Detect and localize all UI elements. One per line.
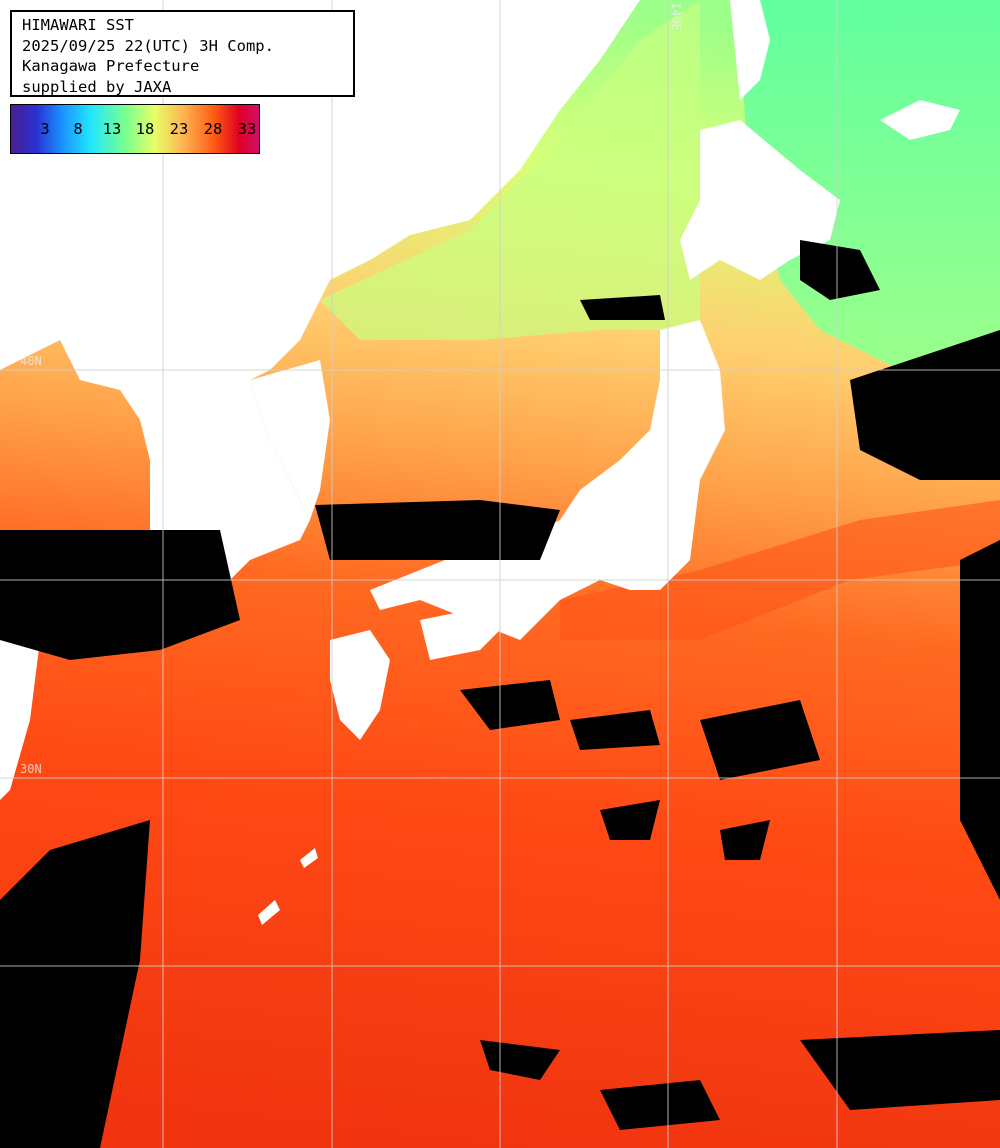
cloud-patch-south-6 bbox=[600, 1080, 720, 1130]
cloud-east-china-sea-south bbox=[0, 820, 150, 1148]
scale-label: 28 bbox=[203, 120, 223, 138]
grid-label-30n: 30N bbox=[20, 762, 42, 776]
observation-time: 2025/09/25 22(UTC) 3H Comp. bbox=[22, 36, 274, 55]
temperature-color-scale: 3 8 13 18 23 28 33 bbox=[10, 104, 260, 154]
sea-of-japan-mild bbox=[320, 0, 700, 340]
cloud-patch-south-7 bbox=[800, 1030, 1000, 1110]
kyushu bbox=[330, 630, 390, 740]
cloud-patch-south-1 bbox=[460, 680, 560, 730]
korea-peninsula bbox=[250, 360, 330, 520]
cloud-patch-south-2 bbox=[570, 710, 660, 750]
data-source: supplied by JAXA bbox=[22, 77, 172, 96]
scale-label: 18 bbox=[135, 120, 155, 138]
product-title: HIMAWARI SST bbox=[22, 16, 134, 34]
cloud-sea-of-japan-band bbox=[580, 295, 665, 320]
cloud-east-china bbox=[0, 530, 240, 660]
scale-labels: 3 8 13 18 23 28 33 bbox=[11, 105, 259, 153]
title-box: HIMAWARI SST 2025/09/25 22(UTC) 3H Comp.… bbox=[10, 10, 355, 97]
kuril-islands bbox=[880, 100, 960, 140]
scale-label: 8 bbox=[73, 120, 83, 138]
shikoku bbox=[420, 610, 500, 660]
grid-label-40n: 40N bbox=[20, 354, 42, 368]
ryukyu-island-1 bbox=[258, 900, 280, 925]
grid-label-140e: 140E bbox=[669, 2, 683, 31]
cloud-okhotsk bbox=[800, 240, 880, 300]
scale-label: 13 bbox=[102, 120, 122, 138]
cloud-patch-south-8 bbox=[700, 700, 820, 780]
scale-label: 23 bbox=[169, 120, 189, 138]
provider-organization: Kanagawa Prefecture bbox=[22, 57, 200, 75]
scale-label: 3 bbox=[40, 120, 50, 138]
china-coast bbox=[0, 600, 40, 800]
sakhalin bbox=[730, 0, 770, 100]
ryukyu-island-2 bbox=[300, 848, 318, 868]
cloud-pacific-east bbox=[960, 540, 1000, 900]
scale-label: 33 bbox=[237, 120, 257, 138]
cloud-patch-south-3 bbox=[600, 800, 660, 840]
kuroshio-warm bbox=[560, 500, 1000, 640]
cloud-south-korea-strait bbox=[315, 500, 560, 560]
cloud-patch-south-4 bbox=[720, 820, 770, 860]
cloud-pacific-northeast bbox=[850, 330, 1000, 480]
cold-sea-northeast bbox=[740, 0, 1000, 380]
